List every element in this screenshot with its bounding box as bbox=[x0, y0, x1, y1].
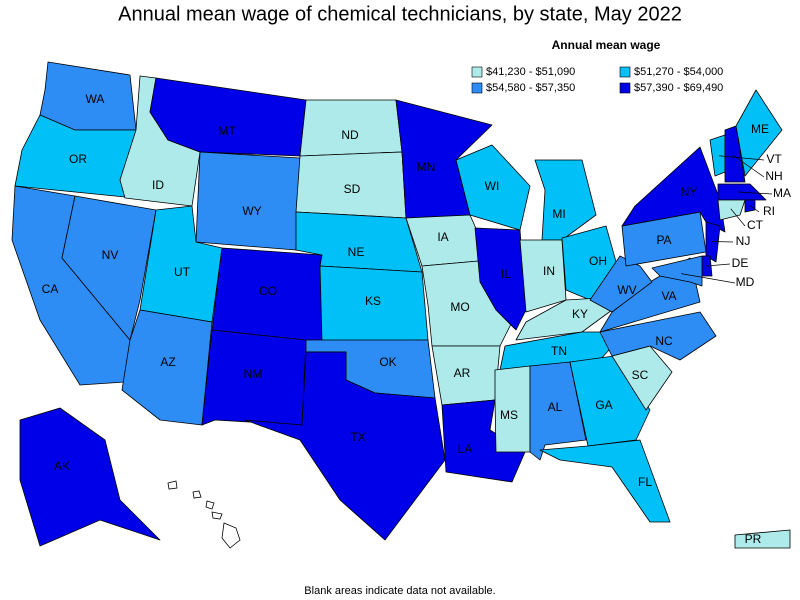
legend-label: $41,230 - $51,090 bbox=[486, 66, 575, 78]
state-label: TN bbox=[551, 344, 567, 358]
state-label: SD bbox=[344, 182, 361, 196]
hawaii bbox=[167, 480, 241, 549]
state-label: ME bbox=[751, 122, 769, 136]
state bbox=[494, 365, 531, 453]
state bbox=[734, 529, 791, 549]
state-label: WY bbox=[242, 204, 261, 218]
state-label: NC bbox=[655, 334, 673, 348]
state-label: RI bbox=[763, 204, 775, 218]
state-label: AL bbox=[548, 400, 563, 414]
leader-line bbox=[737, 191, 773, 195]
footnote: Blank areas indicate data not available. bbox=[304, 585, 495, 597]
state bbox=[599, 311, 717, 361]
state-label: IL bbox=[501, 267, 511, 281]
legend-swatch bbox=[619, 66, 631, 78]
legend-title: Annual mean wage bbox=[552, 38, 661, 52]
leader-line bbox=[730, 208, 746, 227]
state-label: WV bbox=[617, 283, 636, 297]
state-label: MT bbox=[218, 124, 236, 138]
state bbox=[121, 309, 213, 426]
state-label: AZ bbox=[160, 355, 175, 369]
leader-line bbox=[706, 263, 731, 267]
leader-line bbox=[749, 205, 760, 213]
state-label: WI bbox=[485, 179, 500, 193]
state-label: IA bbox=[437, 230, 448, 244]
leader-line bbox=[732, 154, 765, 178]
state-label: CT bbox=[747, 218, 764, 232]
state-label: PR bbox=[745, 532, 762, 546]
state bbox=[735, 89, 783, 177]
state-label: NH bbox=[765, 169, 782, 183]
state-label: NY bbox=[681, 185, 698, 199]
state-label: KS bbox=[365, 294, 381, 308]
state-label: MS bbox=[500, 408, 518, 422]
state bbox=[705, 221, 721, 263]
state bbox=[539, 439, 671, 523]
map-title: Annual mean wage of chemical technicians… bbox=[118, 3, 682, 25]
state bbox=[744, 199, 756, 213]
state-label: UT bbox=[174, 265, 191, 279]
state-label: TX bbox=[350, 430, 365, 444]
state-label: PA bbox=[656, 233, 671, 247]
state bbox=[244, 351, 446, 541]
legend-label: $57,390 - $69,490 bbox=[634, 82, 723, 94]
state-label: OH bbox=[589, 254, 607, 268]
state-label: IN bbox=[543, 264, 555, 278]
state bbox=[569, 355, 651, 447]
state-label: MO bbox=[450, 300, 469, 314]
state bbox=[534, 159, 597, 241]
state-label: MD bbox=[736, 275, 755, 289]
state bbox=[61, 195, 157, 341]
state-label: NV bbox=[102, 248, 119, 262]
leader-line bbox=[711, 241, 734, 243]
state bbox=[709, 134, 726, 177]
state-label: AK bbox=[54, 459, 70, 473]
legend-swatch bbox=[471, 82, 483, 94]
state-label: NM bbox=[244, 367, 263, 381]
state bbox=[651, 255, 703, 287]
state-label: MA bbox=[773, 186, 791, 200]
state-label: ID bbox=[152, 178, 164, 192]
leader-line bbox=[681, 273, 736, 284]
state-label: FL bbox=[638, 475, 652, 489]
state-label: OK bbox=[379, 355, 396, 369]
state-label: DE bbox=[732, 256, 749, 270]
state-label: GA bbox=[595, 398, 612, 412]
state bbox=[589, 255, 653, 313]
state-label: AR bbox=[454, 366, 471, 380]
state-label: CO bbox=[259, 284, 277, 298]
state bbox=[195, 151, 301, 251]
state bbox=[19, 407, 161, 547]
legend-label: $51,270 - $54,000 bbox=[634, 66, 723, 78]
state-label: NE bbox=[348, 245, 365, 259]
states bbox=[11, 61, 791, 549]
state-label: OR bbox=[69, 152, 87, 166]
state-label: CA bbox=[42, 282, 59, 296]
state-label: NJ bbox=[736, 234, 751, 248]
state-label: WA bbox=[86, 92, 105, 106]
legend-label: $54,580 - $57,350 bbox=[486, 82, 575, 94]
state-labels: WA OR CA NV ID MT WY UT AZ CO NM ND SD NE KS OK TX MN IA MO… bbox=[42, 92, 791, 546]
legend-swatch bbox=[619, 82, 631, 94]
state-label: VT bbox=[766, 152, 782, 166]
state bbox=[474, 227, 527, 331]
legend-swatch bbox=[471, 66, 483, 78]
state-label: KY bbox=[572, 307, 588, 321]
state-label: ND bbox=[341, 128, 359, 142]
state bbox=[724, 125, 746, 183]
state-label: LA bbox=[458, 442, 473, 456]
state-label: MI bbox=[552, 207, 565, 221]
state-label: VA bbox=[661, 289, 676, 303]
leader-line bbox=[718, 155, 765, 161]
state bbox=[455, 144, 531, 231]
state-label: MN bbox=[417, 160, 436, 174]
state-label: SC bbox=[632, 368, 649, 382]
